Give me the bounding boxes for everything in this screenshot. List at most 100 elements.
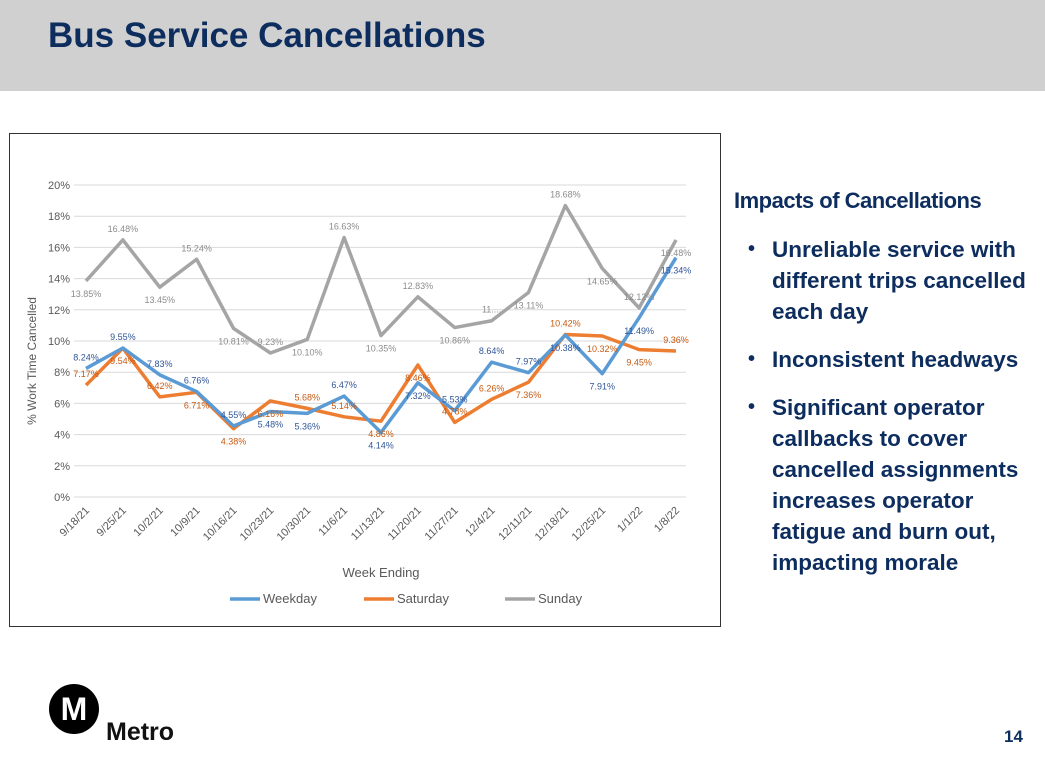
y-tick-label: 4% [54,430,70,442]
x-tick-label: 10/2/21 [131,505,165,539]
data-label: 5.14% [331,401,357,411]
data-label: 12.83% [403,281,434,291]
y-tick-label: 14% [48,274,70,286]
data-label: 14.65% [587,276,618,286]
metro-logo-icon: M [49,684,99,734]
y-tick-label: 16% [48,242,70,254]
series-line-saturday [84,332,677,431]
data-label: 13.45% [144,295,175,305]
y-tick-label: 0% [54,492,70,504]
series-line-sunday [84,203,678,355]
x-tick-label: 1/1/22 [615,505,645,535]
data-label: 16.48% [661,248,692,258]
legend-label: Sunday [538,591,583,606]
data-label: 9.23% [258,337,284,347]
data-label: 12.12% [624,292,655,302]
legend-label: Saturday [397,591,450,606]
y-tick-label: 6% [54,398,70,410]
data-label: 4.14% [368,440,394,450]
data-label: 10.32% [587,344,618,354]
data-label: 11.49% [624,326,654,336]
data-label: 10.86% [439,336,470,346]
metro-logo-text: Metro [106,718,175,746]
data-label: 7.36% [516,390,542,400]
data-label: 8.64% [479,346,505,356]
x-tick-label: 9/25/21 [95,505,129,539]
x-tick-label: 1/8/22 [652,505,682,535]
data-label: 10.35% [366,344,397,354]
data-label: 10.10% [292,347,323,357]
data-label: 6.76% [184,376,210,386]
data-label: 10.81% [218,336,249,346]
x-tick-label: 11/20/21 [386,505,424,543]
x-tick-label: 12/11/21 [496,505,534,543]
impact-item: Significant operator callbacks to cover … [748,392,1039,578]
x-tick-label: 11/6/21 [316,505,350,539]
data-label: 9.45% [626,358,652,368]
data-label: 9.55% [110,332,136,342]
data-label: 5.48% [258,420,284,430]
data-label: 4.86% [368,429,394,439]
data-label: 9.36% [663,335,689,345]
data-label: 5.53% [442,395,468,405]
chart-container: 0% 2% 4% 6% 8% 10% 12% 14% 16% 18% 20% 9/18/21 9/25/… [9,133,721,627]
x-tick-label: 11/13/21 [349,505,387,543]
data-label: 4.55% [221,410,247,420]
impact-item: Unreliable service with different trips … [748,234,1039,327]
data-label: 4.78% [442,406,468,416]
y-tick-label: 20% [48,180,70,192]
line-chart: 0% 2% 4% 6% 8% 10% 12% 14% 16% 18% 20% 9/18/21 9/25/… [25,180,692,606]
y-tick-label: 2% [54,461,70,473]
x-tick-label: 12/4/21 [463,505,497,539]
x-tick-label: 9/18/21 [58,505,92,539]
data-label: 13.11% [514,300,544,310]
x-tick-label: 10/16/21 [201,505,240,544]
data-label: 5.36% [294,421,320,431]
impact-item: Inconsistent headways [748,344,1039,375]
y-axis-title: % Work Time Cancelled [25,297,39,425]
data-label: 6.26% [479,383,505,393]
data-label: 4.38% [221,437,247,447]
x-tick-label: 10/30/21 [275,505,314,544]
data-label: 10.42% [550,318,581,328]
y-tick-label: 10% [48,336,70,348]
data-label: 15.24% [181,243,212,253]
x-tick-label: 11/27/21 [423,505,461,543]
data-label: 7.83% [147,359,173,369]
series-line-weekday [85,256,678,435]
data-label: 16.48% [108,224,139,234]
data-label: 9.54% [110,356,136,366]
data-label: 6.16% [258,409,284,419]
data-label: 18.68% [550,190,581,200]
page-title: Bus Service Cancellations [48,16,486,55]
x-tick-label: 12/25/21 [570,505,609,544]
data-label: 7.17% [73,369,99,379]
data-label: 8.46% [405,373,431,383]
x-tick-label: 12/18/21 [533,505,572,544]
data-label: 7.97% [516,357,542,367]
data-label: 13.85% [71,289,102,299]
data-label: 7.91% [589,382,615,392]
y-tick-label: 12% [48,305,70,317]
data-label: 6.42% [147,381,173,391]
data-label: 7.32% [405,391,431,401]
y-tick-label: 8% [54,367,70,379]
impacts-heading: Impacts of Cancellations [734,188,982,213]
data-label: 6.47% [331,380,357,390]
data-label: 15.34% [661,266,692,276]
data-label: 16.63% [329,222,360,232]
legend-label: Weekday [263,591,317,606]
data-label: 8.24% [73,352,99,362]
impacts-list: Unreliable service with different trips … [734,234,1039,578]
data-label: 5.68% [294,392,320,402]
data-label: 10.38% [550,343,581,353]
impacts-panel: Impacts of Cancellations Unreliable serv… [734,188,1039,595]
data-label: 11.... [482,305,501,315]
page-number: 14 [1004,727,1023,746]
data-label: 6.71% [184,400,210,410]
x-axis-title: Week Ending [342,565,419,580]
svg-text:M: M [61,691,88,727]
y-tick-label: 18% [48,211,70,223]
x-tick-label: 10/23/21 [238,505,277,544]
header-bar [0,0,1045,91]
